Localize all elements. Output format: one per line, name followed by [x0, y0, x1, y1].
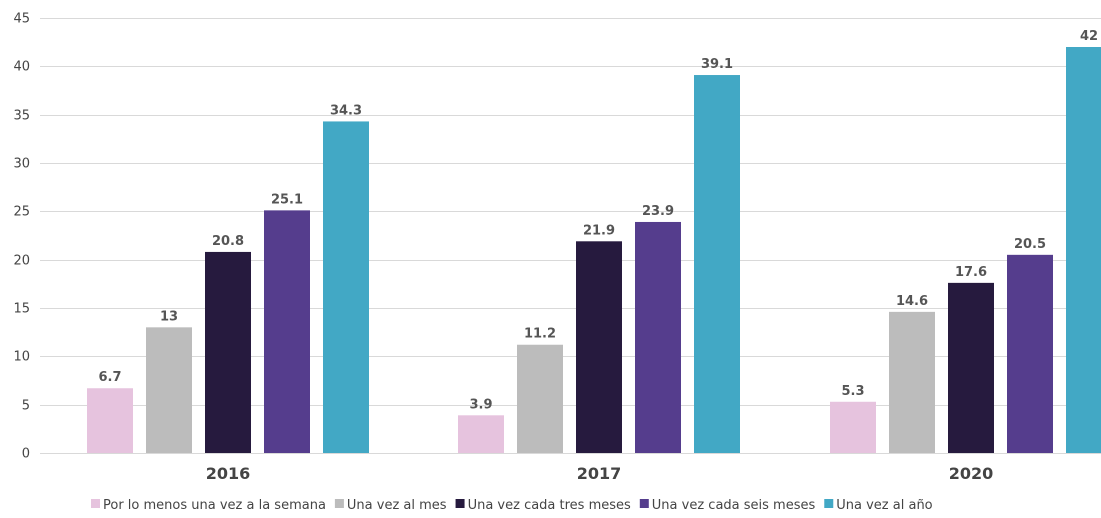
- data-labels: 6.7 13 20.8 25.1 34.3 3.9 11.2 21.9 23.9 39.1 5.3 1…: [98, 29, 1098, 412]
- y-tick-label: 35: [13, 109, 30, 124]
- x-axis-categories: 2016 2017 2020: [206, 464, 994, 483]
- data-label: 11.2: [524, 327, 556, 342]
- bar-2020-1: [830, 401, 876, 453]
- legend-swatch: [455, 499, 465, 508]
- x-category-label: 2016: [206, 464, 251, 483]
- data-label: 13: [160, 309, 178, 324]
- bar-2016-3: [205, 251, 251, 453]
- legend-swatch: [639, 499, 649, 508]
- data-label: 42: [1080, 29, 1098, 44]
- data-label: 6.7: [98, 370, 121, 385]
- legend: Por lo menos una vez a la semana Una vez …: [91, 498, 933, 513]
- y-tick-label: 40: [13, 60, 30, 75]
- bars: [87, 47, 1101, 454]
- bar-2020-3: [948, 282, 994, 453]
- legend-label: Una vez al año: [836, 498, 932, 513]
- y-axis-ticks: 0 5 10 15 20 25 30 35 40 45: [13, 12, 30, 462]
- legend-swatch: [334, 499, 344, 508]
- bar-2016-4: [264, 210, 310, 453]
- y-tick-label: 20: [13, 254, 30, 269]
- legend-swatch: [91, 499, 100, 508]
- legend-label: Por lo menos una vez a la semana: [103, 498, 326, 513]
- bar-2017-1: [458, 415, 504, 453]
- data-label: 3.9: [469, 397, 492, 412]
- data-label: 20.5: [1014, 237, 1046, 252]
- legend-label: Una vez cada tres meses: [468, 498, 631, 513]
- data-label: 20.8: [212, 234, 244, 249]
- legend-label: Una vez cada seis meses: [652, 498, 816, 513]
- y-tick-label: 25: [13, 205, 30, 220]
- x-category-label: 2020: [949, 464, 994, 483]
- data-label: 23.9: [642, 204, 674, 219]
- bar-2017-2: [517, 344, 563, 453]
- x-category-label: 2017: [577, 464, 622, 483]
- data-label: 34.3: [330, 103, 362, 118]
- y-tick-label: 10: [13, 350, 30, 365]
- gridlines: [40, 18, 1101, 454]
- data-label: 5.3: [841, 384, 864, 399]
- y-tick-label: 0: [22, 447, 30, 462]
- bar-2017-3: [576, 241, 622, 453]
- y-tick-label: 5: [22, 399, 30, 414]
- bar-2020-2: [889, 311, 935, 453]
- y-tick-label: 15: [13, 302, 30, 317]
- legend-label: Una vez al mes: [347, 498, 447, 513]
- bar-2017-5: [694, 75, 740, 454]
- data-label: 39.1: [701, 57, 733, 72]
- data-label: 21.9: [583, 223, 615, 238]
- bar-2020-4: [1007, 254, 1053, 453]
- bar-2020-5: [1066, 47, 1101, 453]
- bar-2017-4: [635, 221, 681, 453]
- legend-swatch: [824, 499, 834, 508]
- data-label: 25.1: [271, 192, 303, 207]
- bar-2016-1: [87, 388, 133, 453]
- bar-2016-5: [323, 121, 369, 453]
- bar-2016-2: [146, 327, 192, 453]
- data-label: 14.6: [896, 294, 928, 309]
- y-tick-label: 30: [13, 157, 30, 172]
- data-label: 17.6: [955, 265, 987, 280]
- y-tick-label: 45: [13, 12, 30, 27]
